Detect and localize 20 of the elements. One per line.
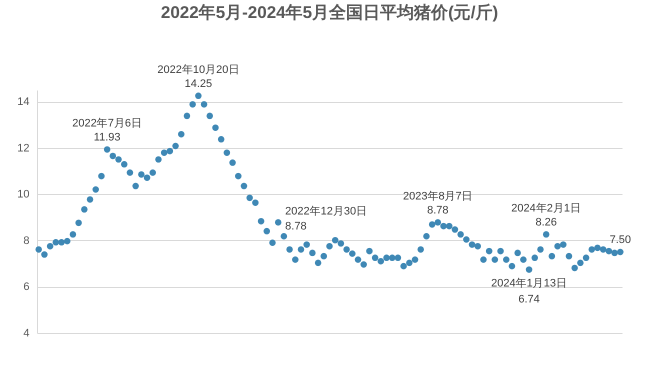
- annotation: 2023年8月7日: [402, 190, 473, 202]
- y-tick-label: 6: [23, 281, 30, 294]
- y-tick-label: 10: [17, 188, 30, 201]
- data-label: 6.74: [518, 294, 540, 306]
- data-label: 8.78: [427, 204, 449, 216]
- annotation: 2024年2月1日: [511, 202, 582, 214]
- data-label: 7.50: [610, 234, 631, 246]
- data-label: 11.93: [94, 131, 120, 144]
- data-label: 14.25: [184, 78, 212, 90]
- annotation: 2024年1月13日: [491, 278, 567, 290]
- y-tick-label: 4: [23, 328, 30, 340]
- data-label: 8.26: [535, 216, 557, 228]
- annotation: 2022年7月6日: [72, 117, 142, 130]
- y-tick-label: 12: [17, 142, 30, 154]
- annotation: 2022年10月20日: [157, 64, 240, 76]
- annotation: 2022年12月30日: [285, 205, 368, 218]
- chart-title: 2022年5月-2024年5月全国日平均猪价(元/斤): [160, 2, 498, 22]
- data-label: 8.78: [285, 220, 307, 232]
- y-tick-label: 14: [17, 96, 30, 108]
- y-tick-label: 8: [23, 234, 30, 247]
